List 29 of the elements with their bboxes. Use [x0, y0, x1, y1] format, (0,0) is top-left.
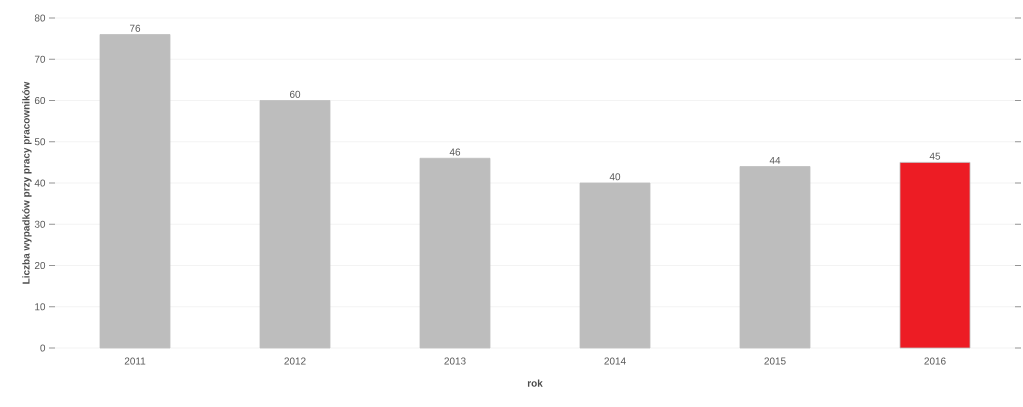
- x-tick-label: 2013: [444, 357, 466, 365]
- x-tick-label: 2012: [284, 357, 306, 365]
- bar: [579, 182, 651, 349]
- x-tick-label: 2011: [124, 357, 146, 365]
- bar: [99, 34, 171, 349]
- y-tick-label: 0: [40, 344, 46, 352]
- y-tick-label: 40: [34, 179, 46, 187]
- y-tick-label: 30: [34, 220, 46, 228]
- x-tick-label: 2015: [764, 357, 786, 365]
- y-tick-label: 50: [34, 138, 46, 146]
- data-label: 44: [769, 156, 781, 164]
- bar: [899, 161, 971, 349]
- y-tick-label: 10: [35, 303, 46, 311]
- x-tick-label: 2016: [924, 357, 946, 365]
- data-label: 60: [289, 90, 301, 98]
- bar: [419, 157, 491, 349]
- bar: [739, 166, 811, 349]
- y-tick-label: 60: [34, 96, 46, 105]
- data-label: 46: [449, 148, 461, 156]
- y-tick-label: 70: [34, 55, 46, 63]
- bar: [259, 100, 331, 349]
- data-label: 40: [609, 173, 621, 181]
- y-tick-label: 80: [34, 14, 46, 22]
- y-tick-label: 20: [34, 261, 46, 270]
- data-label: 45: [929, 152, 941, 160]
- y-axis-title: Liczba wypadków przy pracy pracowników: [22, 81, 32, 284]
- x-axis-title: rok: [527, 379, 543, 387]
- x-tick-label: 2014: [604, 357, 626, 365]
- data-label: 76: [129, 24, 141, 32]
